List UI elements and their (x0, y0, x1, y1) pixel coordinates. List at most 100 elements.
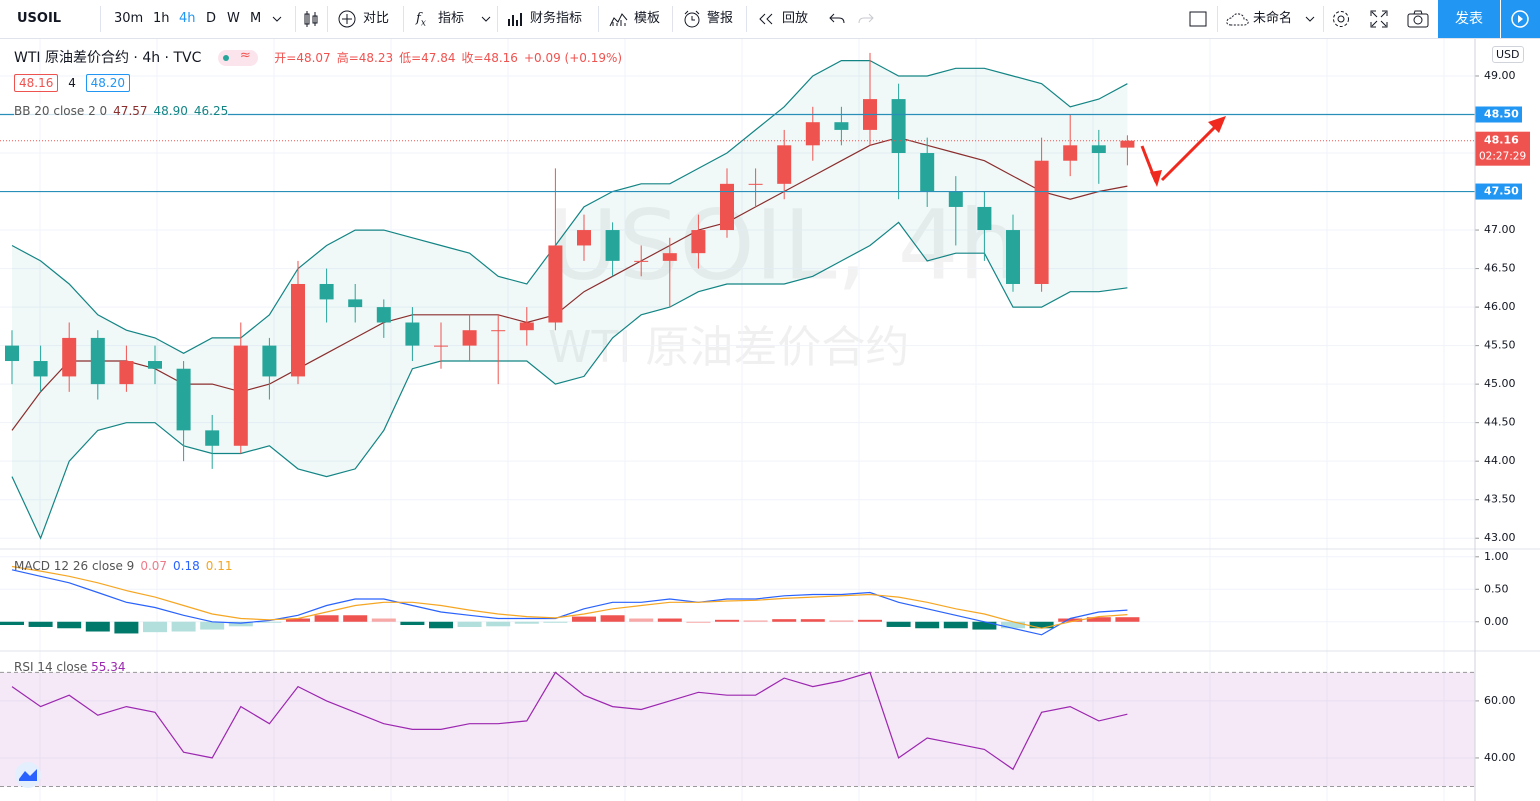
y-tick-label: 44.50 (1484, 416, 1516, 429)
redo[interactable] (858, 12, 874, 26)
cloud-icon[interactable] (1226, 12, 1250, 26)
alerts[interactable]: 警报 (707, 11, 734, 26)
chart-type[interactable] (302, 9, 320, 29)
indicator-label: RSI 14 close (14, 660, 88, 674)
histogram-bar (228, 621, 253, 627)
interval[interactable]: W (227, 11, 240, 26)
y-tick-label: 45.00 (1484, 377, 1516, 390)
band-fill (12, 60, 1128, 539)
candle-body (205, 430, 220, 446)
histogram-bar (1115, 617, 1140, 622)
price-label-box (1475, 183, 1522, 200)
candle-body (1006, 230, 1020, 284)
y-tick-label: 47.00 (1484, 223, 1516, 236)
candle-body (90, 337, 105, 385)
indicator-value: 48.90 (153, 104, 188, 118)
histogram-bar (257, 621, 282, 623)
interval[interactable]: D (206, 11, 217, 26)
histogram-bar (1001, 621, 1025, 629)
divider (746, 6, 747, 32)
candle-body (777, 145, 792, 184)
settings[interactable] (1331, 9, 1351, 29)
dropdown[interactable] (481, 14, 491, 24)
histogram-bar (743, 620, 768, 622)
histogram-bar (572, 616, 596, 622)
indicators[interactable]: 指标 (438, 11, 465, 26)
candle-body (233, 345, 248, 446)
interval[interactable]: 30m (114, 11, 144, 26)
ohlc-value: 开=48.07 (274, 51, 331, 65)
compare-icon[interactable] (338, 10, 356, 28)
histogram-bar (772, 619, 797, 622)
candle-body (434, 345, 448, 347)
interval[interactable]: 4h (179, 11, 196, 26)
histogram-bar (0, 621, 24, 626)
candle-body (491, 330, 506, 332)
price-label: 48.50 (1484, 107, 1519, 120)
band-line (11, 221, 1128, 540)
histogram-bar (972, 621, 997, 630)
undo[interactable] (829, 12, 845, 26)
histogram-bar (657, 618, 682, 622)
candle-body (462, 330, 477, 346)
candle-body (376, 307, 391, 323)
dropdown[interactable] (1305, 14, 1315, 24)
y-tick-label: 45.50 (1484, 339, 1516, 352)
candle-body (605, 230, 620, 261)
watermark-symbol: USOIL, 4h (548, 189, 1020, 301)
ask[interactable]: 48.20 (85, 74, 131, 92)
change: +0.09 (+0.19%) (523, 51, 623, 65)
divider (1217, 6, 1218, 32)
play[interactable] (1501, 0, 1540, 38)
layout-name[interactable]: 未命名 (1253, 11, 1293, 26)
snapshot[interactable] (1407, 10, 1429, 28)
histogram-bar (343, 615, 368, 622)
divider (1323, 6, 1324, 32)
histogram-bar (943, 621, 968, 629)
histogram-bar (114, 621, 139, 634)
dropdown[interactable] (272, 14, 282, 24)
histogram-bar (800, 619, 825, 622)
y-tick-label: 0.00 (1484, 615, 1509, 628)
bid[interactable]: 48.16 (14, 74, 59, 92)
histogram-bar (1029, 621, 1054, 629)
histogram-bar (486, 621, 511, 627)
fullscreen[interactable] (1370, 10, 1388, 28)
interval[interactable]: 1h (153, 11, 170, 26)
candle-body (920, 153, 935, 192)
indicator-value: 55.34 (91, 660, 126, 674)
candle-body (348, 299, 363, 308)
financials[interactable]: 财务指标 (530, 11, 583, 26)
templates[interactable]: 模板 (634, 11, 661, 26)
candle-body (577, 230, 591, 246)
fx-icon[interactable]: fx (416, 11, 426, 29)
indicator-line (11, 671, 1128, 771)
alert-icon[interactable] (683, 10, 701, 28)
candle-body (805, 122, 820, 146)
candle-body (291, 283, 305, 377)
replay-icon[interactable] (758, 13, 774, 25)
histogram-bar (143, 621, 167, 633)
compare[interactable]: 对比 (363, 11, 390, 26)
status-badge: ≈ (217, 48, 258, 66)
y-tick-label: 46.50 (1484, 262, 1516, 275)
layout-icon[interactable] (1189, 11, 1207, 27)
symbol[interactable]: USOIL (17, 11, 62, 26)
y-tick-label: 43.50 (1484, 493, 1516, 506)
axis-background (1475, 39, 1540, 801)
publish[interactable]: 发表 (1438, 0, 1500, 38)
divider (497, 6, 498, 32)
currency[interactable]: USD (1492, 46, 1524, 63)
countdown: 02:27:29 (1479, 151, 1526, 163)
candle-body (148, 361, 162, 369)
financials-icon[interactable] (507, 11, 523, 27)
replay[interactable]: 回放 (782, 11, 809, 26)
y-tick-label: 46.00 (1484, 300, 1516, 313)
interval[interactable]: M (250, 11, 262, 26)
indicator-value: 47.57 (113, 104, 148, 118)
y-tick-label: 60.00 (1484, 694, 1516, 707)
template-icon[interactable] (609, 11, 629, 27)
candle-body (62, 337, 77, 377)
histogram-bar (85, 621, 110, 632)
